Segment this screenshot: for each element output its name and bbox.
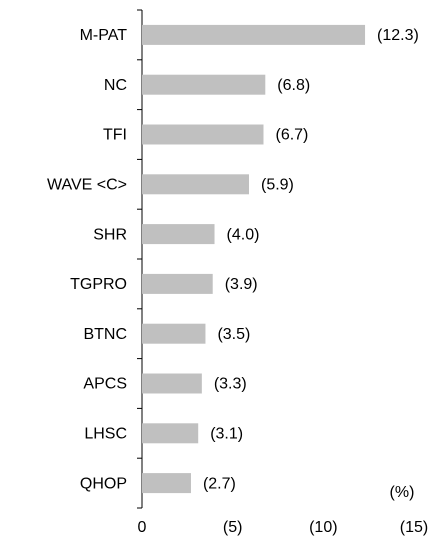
bar [142,74,266,95]
y-tick-label: APCS [83,376,127,393]
value-label: (2.7) [203,475,236,492]
x-tick-label: (10) [309,519,337,536]
y-tick-label: WAVE <C> [47,177,127,194]
y-tick-label: LHSC [84,426,127,443]
y-tick-label: M-PAT [80,27,128,44]
value-label: (3.9) [225,276,258,293]
y-tick-label: TGPRO [70,276,127,293]
y-tick-label: NC [104,77,127,94]
y-tick-label: BTNC [83,326,127,343]
bar [142,373,202,394]
y-tick-label: SHR [93,226,127,243]
value-label: (4.0) [227,226,260,243]
bar [142,224,215,245]
x-axis-label: (%) [390,484,415,501]
y-tick-label: TFI [103,127,127,144]
bar [142,124,264,145]
bar [142,323,206,344]
x-tick-label: 0 [138,519,147,536]
value-label: (3.1) [210,426,243,443]
bar [142,24,366,45]
value-label: (6.7) [275,127,308,144]
value-label: (6.8) [277,77,310,94]
y-tick-label: QHOP [80,475,127,492]
value-label: (5.9) [261,177,294,194]
bar [142,473,191,494]
bar [142,273,213,294]
value-label: (3.3) [214,376,247,393]
bar [142,174,249,195]
x-tick-label: (15) [400,519,428,536]
value-label: (3.5) [217,326,250,343]
bar [142,423,199,444]
value-label: (12.3) [377,27,419,44]
x-tick-label: (5) [223,519,243,536]
